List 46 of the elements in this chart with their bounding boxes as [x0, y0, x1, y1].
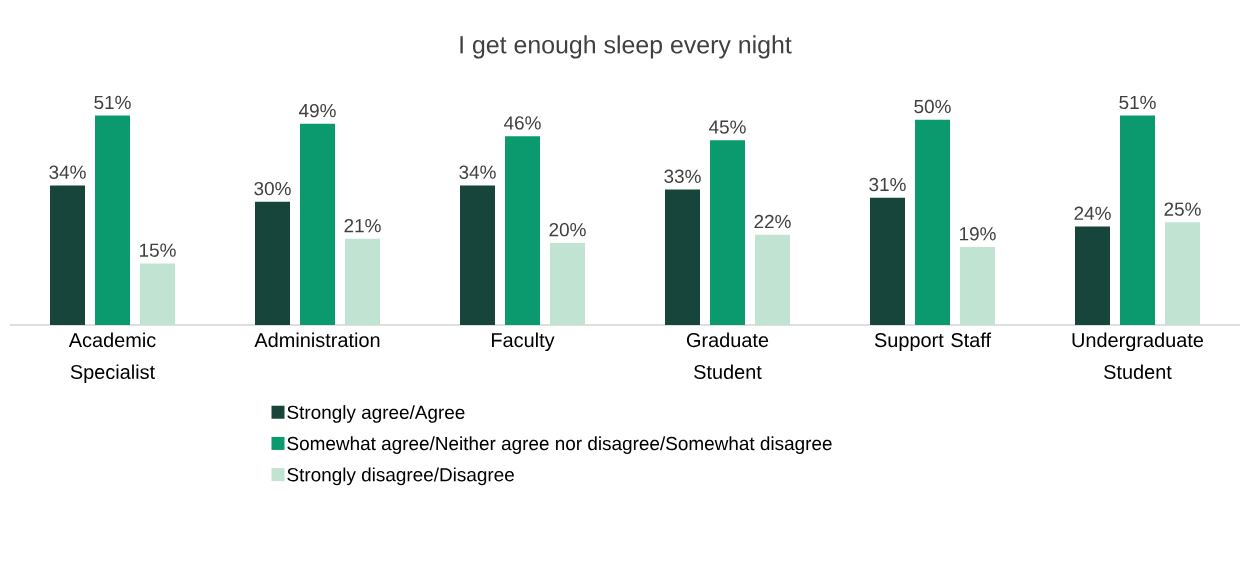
bar — [95, 115, 130, 325]
bar — [665, 189, 700, 325]
bar — [140, 263, 175, 325]
data-label: 22% — [754, 214, 791, 229]
bar — [300, 123, 335, 325]
data-label: 51% — [1119, 95, 1156, 110]
bar — [550, 242, 585, 325]
x-tick-label: Undergraduate Student — [1072, 332, 1204, 380]
data-label: 51% — [94, 95, 131, 110]
data-label: 31% — [869, 177, 906, 192]
data-label: 34% — [49, 165, 86, 179]
bar — [914, 119, 950, 325]
legend-label: Strongly disagree/Disagree — [287, 467, 514, 486]
bar — [710, 140, 745, 325]
legend-label: Strongly agree/Agree — [287, 405, 465, 423]
data-label: 33% — [664, 169, 701, 183]
bar — [869, 197, 905, 325]
data-label: 20% — [549, 222, 586, 237]
data-label: 30% — [254, 181, 291, 196]
bar — [960, 246, 995, 325]
bar — [505, 136, 540, 325]
x-tick-label: Support Staff — [874, 332, 992, 352]
data-label: 45% — [708, 120, 746, 134]
bar — [345, 238, 380, 325]
bar — [1119, 115, 1155, 325]
data-label: 24% — [1074, 206, 1111, 220]
data-label: 21% — [344, 218, 381, 233]
bar — [755, 234, 790, 325]
data-label: 46% — [503, 116, 541, 130]
data-label: 19% — [959, 227, 996, 241]
x-tick-label: Administration — [254, 332, 380, 348]
x-tick-label: Graduate Student — [686, 332, 769, 380]
bar — [1074, 226, 1110, 325]
bar — [1164, 222, 1200, 325]
bar — [255, 201, 290, 325]
data-label: 15% — [139, 243, 176, 257]
data-label: 25% — [1164, 202, 1201, 216]
chart-title: I get enough sleep every night — [460, 35, 792, 59]
legend-label: Somewhat agree/Neither agree nor disagree/Somewhat disagree — [287, 436, 832, 454]
x-tick-label: Academic Specialist — [68, 332, 156, 383]
bar — [50, 185, 85, 325]
data-label: 34% — [459, 165, 496, 179]
bar — [460, 185, 495, 325]
x-tick-label: Faculty — [492, 332, 555, 352]
data-label: 50% — [914, 99, 951, 114]
data-label: 49% — [298, 103, 336, 118]
